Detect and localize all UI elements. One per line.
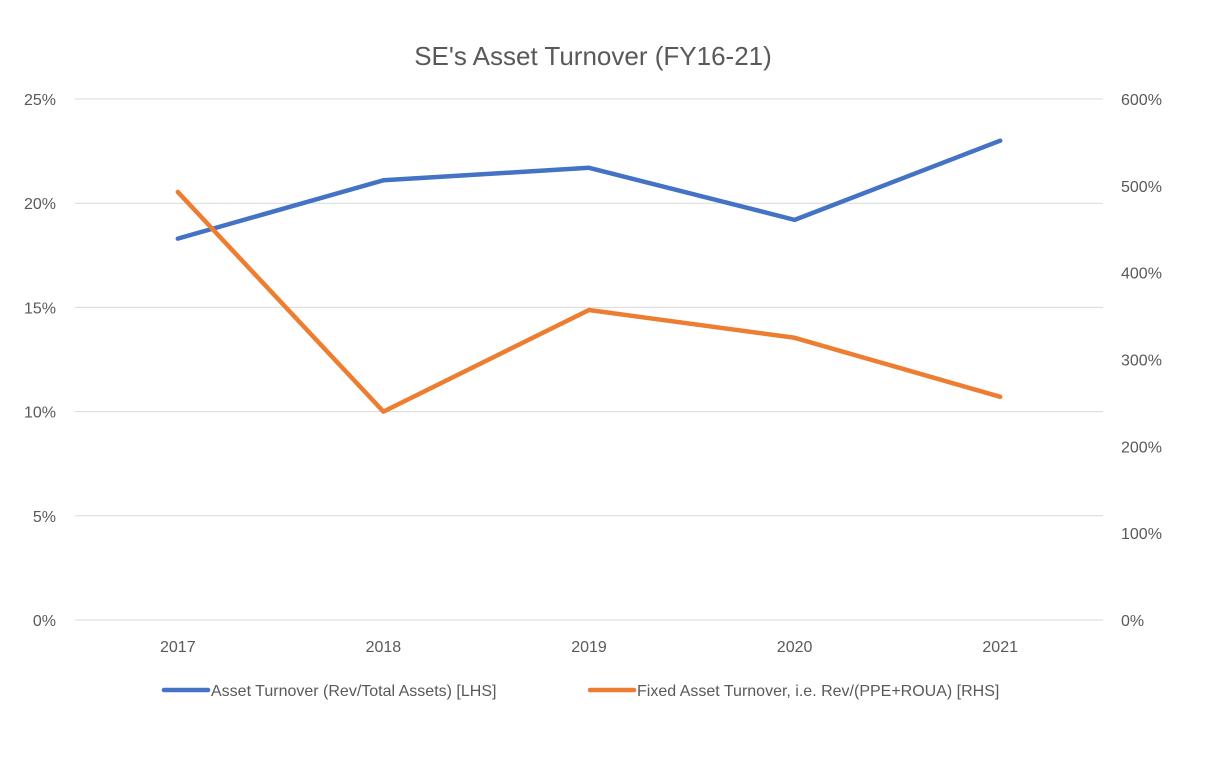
legend-label-1: Asset Turnover (Rev/Total Assets) [LHS]	[211, 683, 496, 700]
left-axis-tick-label: 15%	[24, 300, 56, 317]
x-axis-tick-label: 2017	[160, 639, 196, 656]
x-axis-tick-label: 2020	[777, 639, 813, 656]
x-axis-tick-label: 2019	[571, 639, 607, 656]
right-axis-tick-label: 400%	[1121, 266, 1162, 283]
right-axis-ticks: 0% 100% 200% 300% 400% 500% 600%	[1121, 92, 1162, 630]
right-axis-tick-label: 200%	[1121, 439, 1162, 456]
left-axis-tick-label: 0%	[33, 613, 56, 630]
series-line-1	[175, 138, 1003, 241]
right-axis-tick-label: 100%	[1121, 526, 1162, 543]
left-axis-tick-label: 5%	[33, 509, 56, 526]
series-layer	[175, 138, 1003, 414]
left-axis-tick-label: 10%	[24, 405, 56, 422]
right-axis-tick-label: 600%	[1121, 92, 1162, 109]
chart-title: SE's Asset Turnover (FY16-21)	[414, 41, 772, 71]
left-axis-ticks: 0% 5% 10% 15% 20% 25%	[24, 92, 56, 630]
legend-label-2: Fixed Asset Turnover, i.e. Rev/(PPE+ROUA…	[637, 683, 999, 700]
legend: Asset Turnover (Rev/Total Assets) [LHS] F…	[161, 683, 999, 700]
left-axis-tick-label: 20%	[24, 196, 56, 213]
right-axis-tick-label: 300%	[1121, 353, 1162, 370]
right-axis-tick-label: 500%	[1121, 179, 1162, 196]
gridlines	[75, 98, 1103, 621]
x-axis-tick-label: 2018	[366, 639, 402, 656]
x-axis-tick-label: 2021	[982, 639, 1018, 656]
right-axis-tick-label: 0%	[1121, 613, 1144, 630]
series-line-2	[175, 189, 1003, 414]
x-axis-ticks: 2017 2018 2019 2020 2021	[160, 639, 1018, 656]
left-axis-tick-label: 25%	[24, 92, 56, 109]
